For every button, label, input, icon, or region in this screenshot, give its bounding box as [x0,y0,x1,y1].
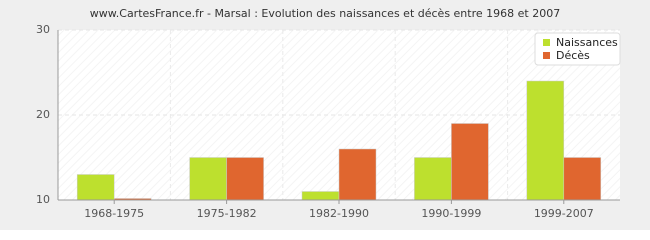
bar [414,157,452,201]
legend-swatch [543,39,550,46]
y-tick-label: 10 [36,193,50,206]
bar [338,148,377,201]
bar [563,157,602,201]
x-tick-label: 1975-1982 [197,207,257,220]
x-tick-label: 1999-2007 [534,207,594,220]
legend-label: Naissances [556,36,618,49]
x-tick-label: 1968-1975 [84,207,144,220]
chart: www.CartesFrance.fr - Marsal : Evolution… [0,0,650,230]
legend-label: Décès [556,49,590,62]
x-tick-label: 1990-1999 [421,207,481,220]
legend-swatch [543,52,550,59]
bar [189,157,227,201]
x-tick-label: 1982-1990 [309,207,369,220]
y-tick-label: 20 [36,108,50,121]
bar [226,157,264,201]
y-tick-label: 30 [36,23,50,36]
bar [301,191,340,201]
legend-box [534,32,621,66]
bar [526,80,565,201]
bar [451,123,489,201]
chart-title: www.CartesFrance.fr - Marsal : Evolution… [90,7,560,20]
bar [76,174,115,201]
